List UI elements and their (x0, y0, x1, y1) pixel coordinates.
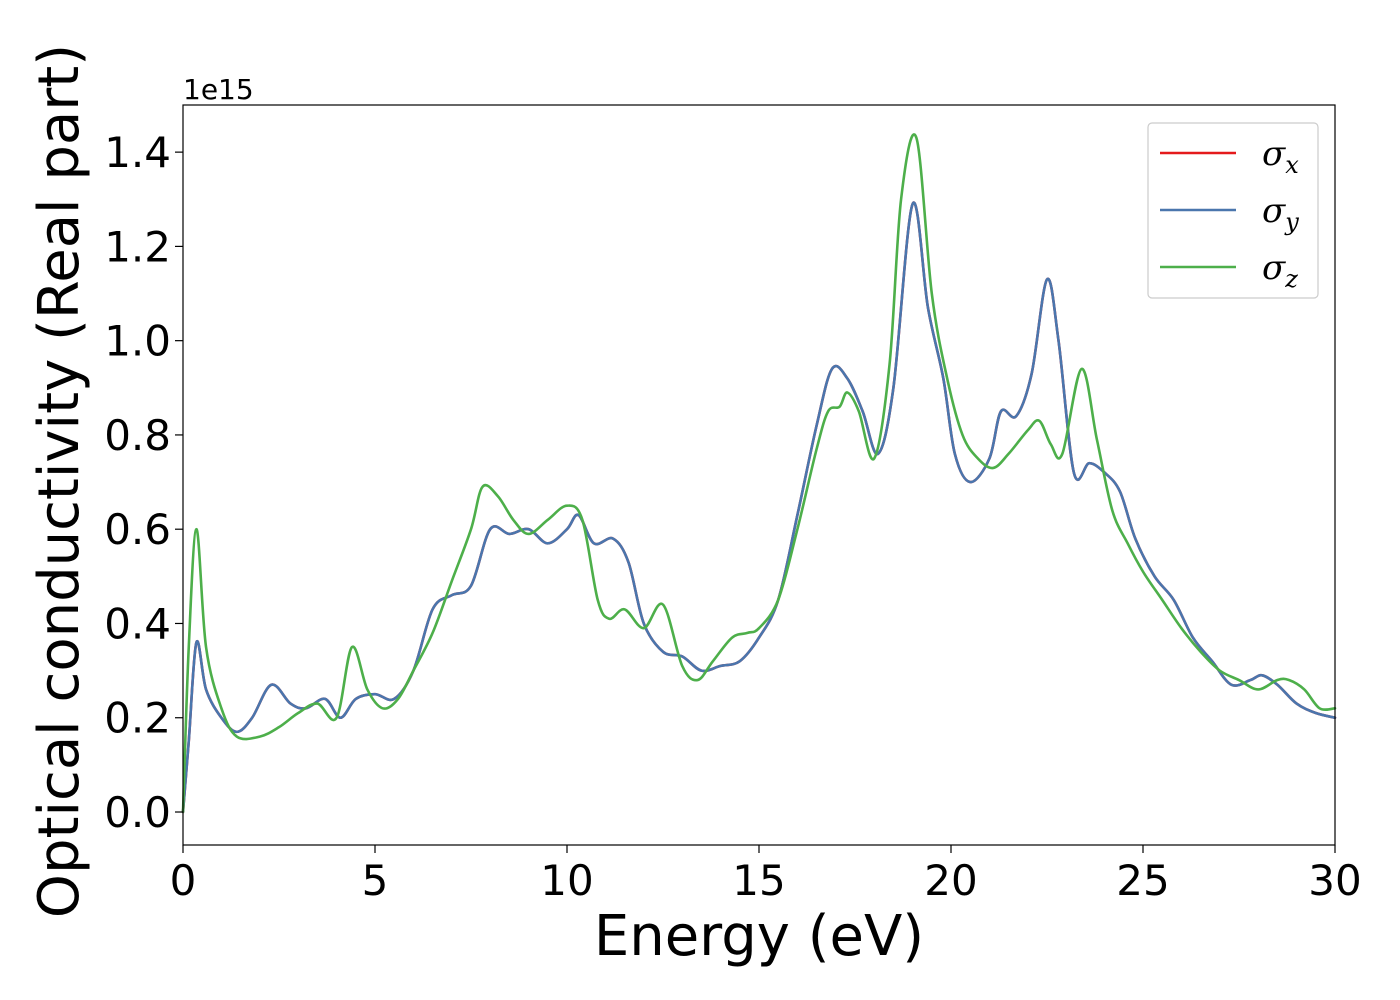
series-line-z (181, 133, 1337, 814)
y-tick-label: 0.2 (104, 694, 171, 743)
x-tick-label: 15 (732, 856, 785, 905)
y-tick-label: 1.0 (104, 317, 171, 366)
y-tick-label: 0.8 (104, 411, 171, 460)
y-tick-label: 1.4 (104, 128, 171, 177)
y-tick-label: 1.2 (104, 222, 171, 271)
x-tick-label: 0 (170, 856, 197, 905)
series-layer (181, 133, 1337, 814)
x-tick-label: 10 (540, 856, 593, 905)
x-tick-label: 5 (362, 856, 389, 905)
legend-label-x: σx (1262, 134, 1299, 179)
legend-label-z: σz (1262, 248, 1298, 293)
x-tick-label: 25 (1116, 856, 1169, 905)
x-axis-ticks: 0 5 10 15 20 25 30 (170, 845, 1362, 905)
legend-items: σx σy σz (1160, 134, 1299, 293)
y-axis-title: Optical conductivity (Real part) (27, 44, 92, 918)
y-offset-label: 1e15 (183, 73, 254, 106)
legend: σx σy σz (1147, 122, 1319, 299)
y-tick-label: 0.4 (104, 599, 171, 648)
x-tick-label: 20 (924, 856, 977, 905)
x-tick-label: 30 (1308, 856, 1361, 905)
legend-label-y: σy (1262, 191, 1299, 236)
x-axis-title: Energy (eV) (594, 904, 924, 969)
y-tick-label: 0.0 (104, 788, 171, 837)
y-axis-ticks: 0.0 0.2 0.4 0.6 0.8 1.0 1.2 1.4 (104, 128, 183, 837)
y-tick-label: 0.6 (104, 505, 171, 554)
